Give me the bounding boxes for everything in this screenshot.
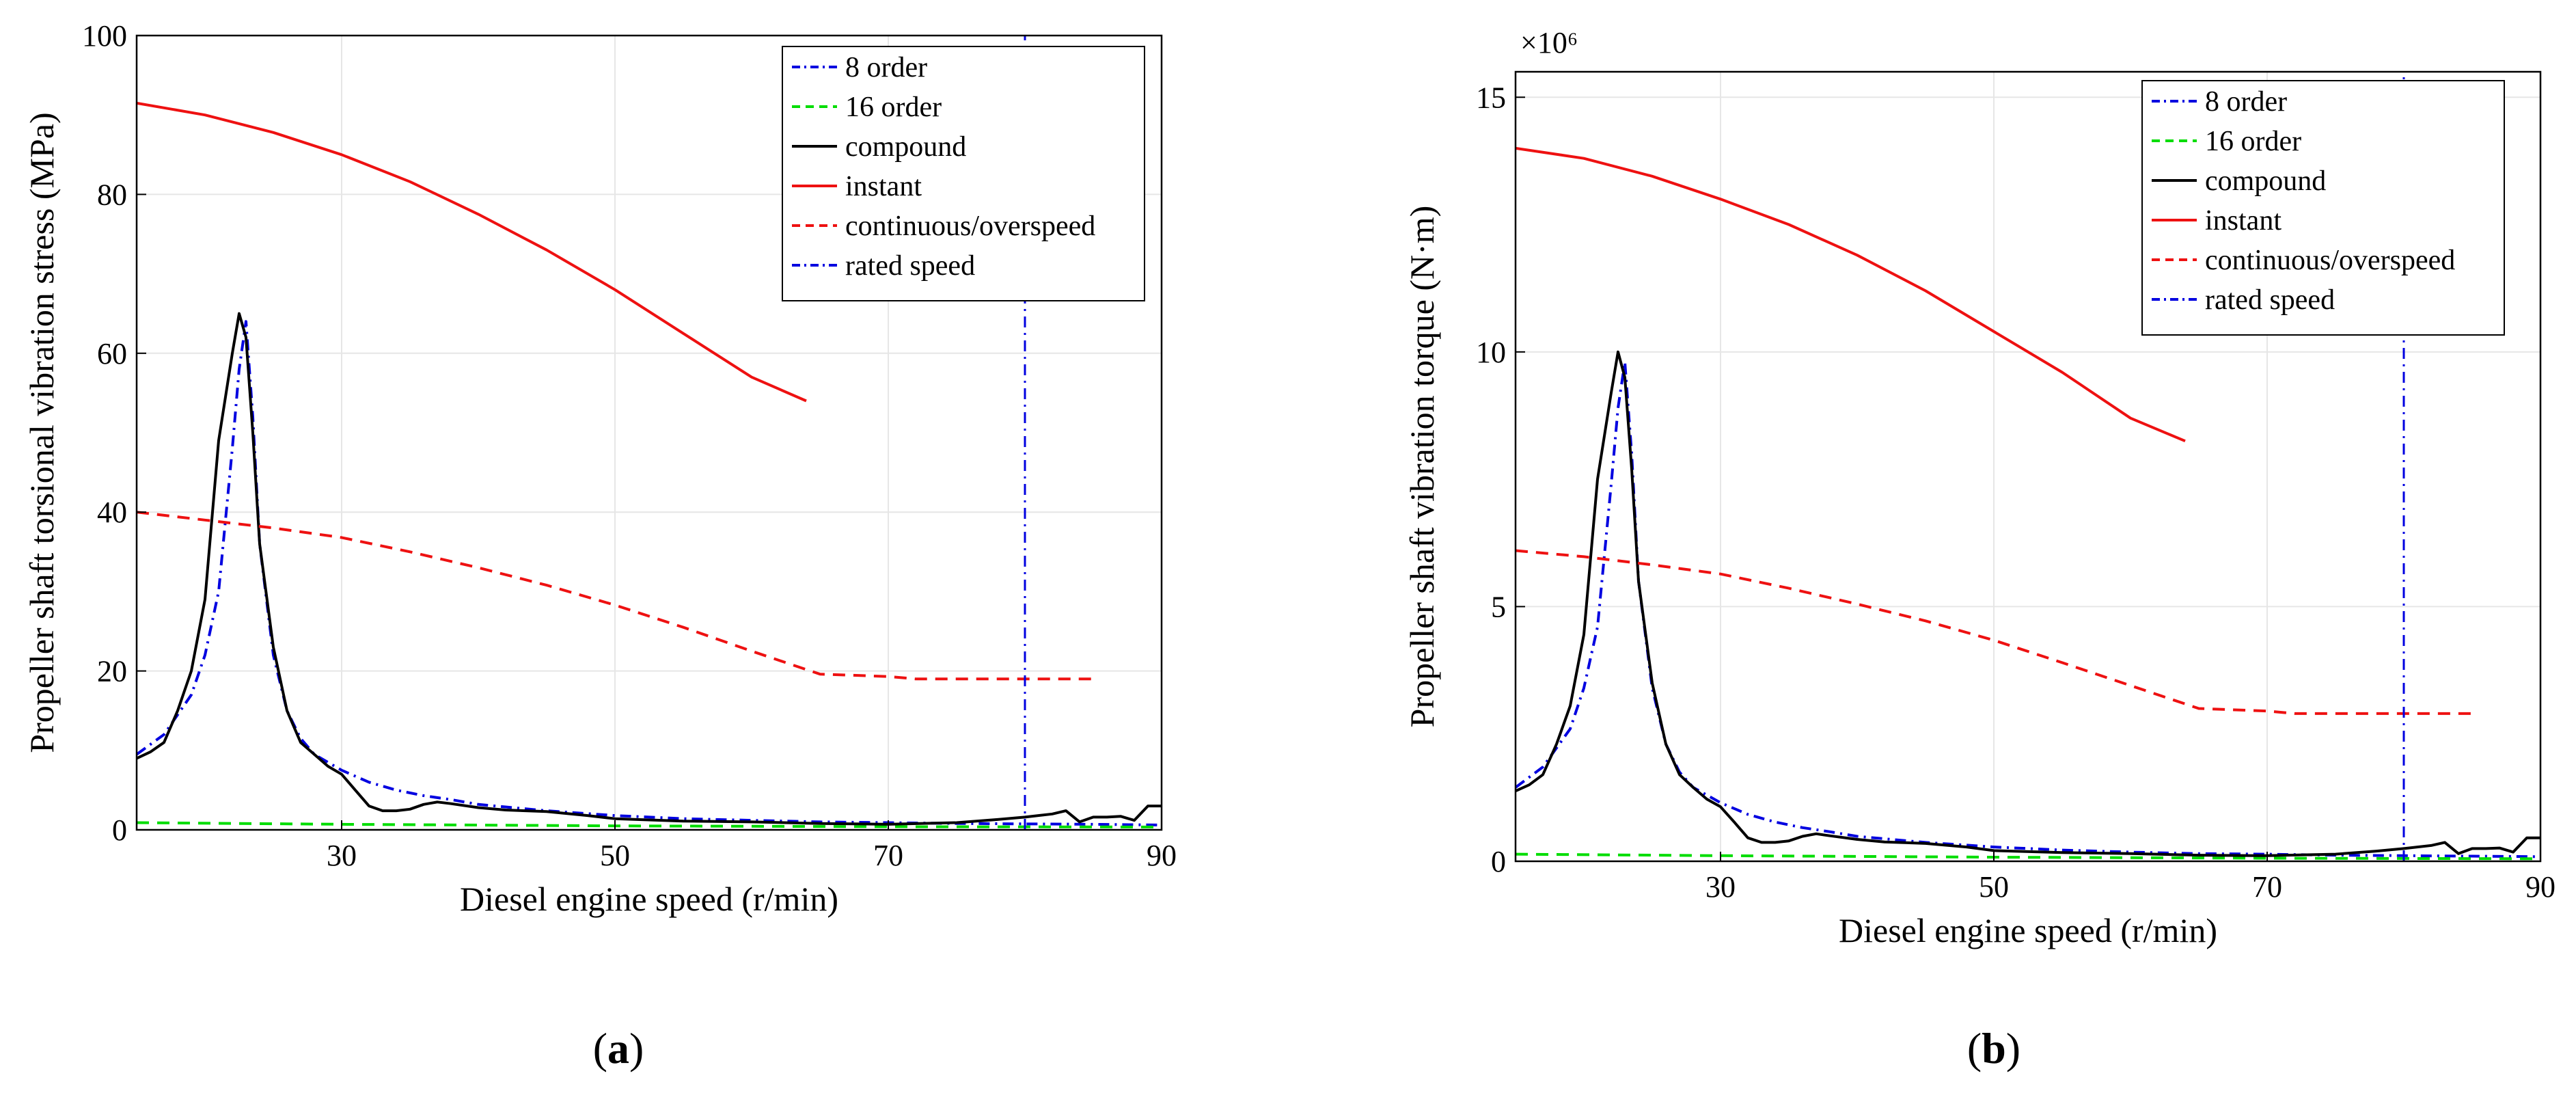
panel-b: 30 50 70 90 0 5 10 15 ×10⁶ Diesel engine speed (r… (1403, 26, 2556, 1072)
legend: 8 order 16 order compound instant continuous… (2141, 80, 2505, 336)
y-tick-label: 0 (112, 813, 127, 847)
panel-label: (a) (593, 1024, 644, 1072)
series-group (137, 36, 1162, 830)
legend-label-order8: 8 order (845, 52, 927, 83)
series-line-compound (1516, 350, 2540, 857)
legend-label-continuous: continuous/overspeed (845, 211, 1095, 242)
legend-box (782, 46, 1145, 301)
y-tick-label: 60 (97, 337, 127, 370)
series-line-order16 (1516, 852, 2540, 861)
legend-label-instant: instant (2205, 205, 2282, 237)
y-tick-label: 15 (1476, 81, 1506, 114)
y-tick-label: 20 (97, 655, 127, 688)
panel-label: (b) (1967, 1024, 2020, 1072)
x-axis-label: Diesel engine speed (r/min) (1839, 911, 2217, 949)
legend-label-order8: 8 order (2205, 86, 2287, 118)
axes-frame (1514, 70, 2542, 863)
legend-label-rated: rated speed (2205, 284, 2335, 316)
y-multiplier-label: ×10⁶ (1520, 26, 1578, 59)
panel-a: 30 50 70 90 0 20 40 60 80 100 Diesel engine speed … (23, 19, 1177, 1072)
legend-label-order16: 16 order (2205, 126, 2301, 157)
series-line-compound (137, 312, 1162, 826)
y-tick-label: 0 (1491, 845, 1506, 878)
y-tick-label: 5 (1491, 590, 1506, 623)
legend-label-compound: compound (2205, 165, 2326, 197)
y-axis-label: Propeller shaft torsional vibration stre… (23, 112, 61, 753)
y-tick-label: 80 (97, 178, 127, 211)
series-line-continuous (137, 511, 1093, 681)
x-tick-label: 70 (873, 839, 903, 872)
series-line-instant (137, 101, 807, 403)
series-line-order8 (1516, 360, 2540, 859)
y-tick-label: 100 (82, 19, 127, 53)
legend-label-order16: 16 order (845, 92, 942, 123)
legend-label-instant: instant (845, 171, 922, 202)
legend-label-compound: compound (845, 131, 966, 163)
y-tick-label: 40 (97, 496, 127, 529)
x-tick-label: 90 (1147, 839, 1177, 872)
x-axis-label: Diesel engine speed (r/min) (460, 880, 838, 918)
x-tick-label: 90 (2525, 870, 2556, 904)
legend-label-rated: rated speed (845, 250, 975, 282)
x-tick-label: 30 (327, 839, 357, 872)
series-line-continuous (1516, 549, 2472, 715)
x-tick-label: 70 (2252, 870, 2282, 904)
x-tick-label: 30 (1705, 870, 1736, 904)
series-line-order8 (137, 320, 1162, 826)
y-axis-label: Propeller shaft vibration torque (N·m) (1403, 206, 1441, 728)
legend-box (2141, 80, 2505, 336)
series-line-instant (1516, 146, 2186, 443)
legend: 8 order 16 order compound instant continuous… (782, 46, 1145, 301)
x-tick-label: 50 (600, 839, 630, 872)
x-tick-label: 50 (1979, 870, 2009, 904)
y-tick-label: 10 (1476, 336, 1506, 369)
legend-label-continuous: continuous/overspeed (2205, 245, 2455, 276)
axes-frame (135, 34, 1163, 831)
